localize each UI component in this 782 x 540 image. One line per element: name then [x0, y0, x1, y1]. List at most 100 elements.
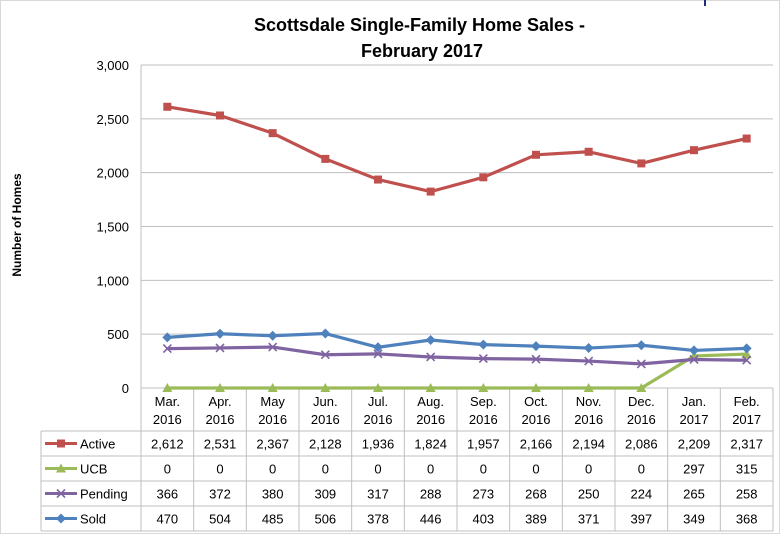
series-active [163, 102, 751, 196]
data-point [584, 147, 593, 156]
data-point [215, 343, 225, 353]
data-point [162, 344, 172, 354]
data-point [268, 129, 277, 138]
x-tick-year: 2016 [416, 412, 445, 427]
y-axis-ticks: 0 500 1,000 1,500 2,000 2,500 3,000 [96, 58, 129, 396]
data-point [267, 330, 278, 341]
x-tick-label: Apr. 2016 [206, 394, 235, 427]
x-tick-year: 2016 [469, 412, 498, 427]
series-lines [162, 102, 752, 392]
data-point [478, 383, 489, 392]
series-sold [162, 328, 752, 356]
y-tick-label: 1,000 [96, 273, 129, 288]
data-point [583, 383, 594, 392]
legend-key-active [45, 439, 77, 448]
data-label: 389 [525, 512, 547, 527]
series-ucb [162, 349, 752, 392]
y-axis-label: Number of Homes [10, 173, 24, 277]
x-tick-label: Mar. 2016 [153, 394, 182, 427]
data-label: 446 [420, 512, 442, 527]
chart-title-line-1: Scottsdale Single-Family Home Sales - [254, 15, 585, 35]
legend-label: UCB [80, 462, 107, 477]
data-point [742, 355, 752, 365]
data-label: 349 [683, 512, 705, 527]
data-label: 2,128 [309, 437, 342, 452]
data-label: 0 [427, 462, 434, 477]
data-point [425, 334, 436, 345]
edge-marker [704, 0, 706, 6]
chart-title-line-2: February 2017 [361, 41, 483, 61]
data-point [532, 150, 540, 159]
data-point [636, 340, 647, 351]
data-point [425, 383, 436, 392]
data-point [584, 356, 594, 366]
legend-marker [56, 463, 66, 473]
data-label: 2,194 [572, 437, 605, 452]
data-label: 2,531 [204, 437, 237, 452]
legend-marker [56, 513, 66, 524]
data-point [267, 383, 278, 392]
data-label: 371 [578, 512, 600, 527]
x-tick-year: 2016 [627, 412, 656, 427]
data-point [320, 328, 331, 339]
data-point [373, 349, 383, 359]
x-tick-month: Jan. [682, 394, 707, 409]
series-line [167, 105, 748, 194]
y-tick-label: 500 [107, 327, 129, 342]
data-label: 0 [322, 462, 329, 477]
x-tick-month: Jul. [368, 394, 388, 409]
data-point [531, 354, 541, 364]
x-tick-year: 2016 [311, 412, 340, 427]
data-label: 297 [683, 462, 705, 477]
x-tick-year: 2016 [153, 412, 182, 427]
x-tick-year: 2016 [206, 412, 235, 427]
data-point [268, 342, 278, 352]
data-label: 0 [532, 462, 539, 477]
data-label: 485 [262, 512, 284, 527]
y-tick-label: 1,500 [96, 220, 129, 235]
data-point [426, 352, 436, 362]
legend-key-sold [45, 513, 77, 524]
series-line [167, 331, 747, 353]
x-tick-month: Apr. [208, 394, 231, 409]
x-tick-label: Oct. 2016 [522, 394, 551, 427]
series-line [167, 345, 747, 366]
data-label: 309 [314, 487, 336, 502]
x-tick-month: Dec. [628, 394, 655, 409]
data-point [637, 159, 646, 168]
data-label: 0 [216, 462, 223, 477]
x-tick-year: 2016 [574, 412, 603, 427]
x-tick-month: Jun. [313, 394, 338, 409]
data-label: 0 [638, 462, 645, 477]
data-point [478, 339, 489, 350]
x-tick-label: Dec. 2016 [627, 394, 656, 427]
data-point [215, 383, 225, 392]
data-point [636, 359, 646, 369]
data-label: 403 [472, 512, 494, 527]
data-point [689, 354, 699, 365]
data-label: 2,317 [730, 437, 763, 452]
series-pending [162, 342, 752, 369]
x-tick-year: 2017 [680, 412, 709, 427]
data-point [689, 345, 699, 356]
data-point [636, 383, 647, 392]
x-tick-month: Feb. [734, 394, 760, 409]
data-point [741, 349, 752, 359]
data-label: 0 [480, 462, 487, 477]
data-point [320, 383, 331, 392]
data-point [742, 134, 751, 143]
y-tick-label: 3,000 [96, 58, 129, 73]
data-label: 380 [262, 487, 284, 502]
data-point [478, 354, 488, 364]
x-tick-label: Aug. 2016 [416, 394, 445, 427]
data-label: 470 [156, 512, 178, 527]
legend-key-pending [45, 488, 77, 499]
legend-key-ucb [45, 463, 77, 473]
data-point [162, 332, 173, 343]
data-label: 1,957 [467, 437, 500, 452]
data-point [374, 175, 382, 184]
data-point [531, 341, 541, 352]
x-tick-month: Aug. [417, 394, 444, 409]
legend-label: Active [80, 437, 115, 452]
